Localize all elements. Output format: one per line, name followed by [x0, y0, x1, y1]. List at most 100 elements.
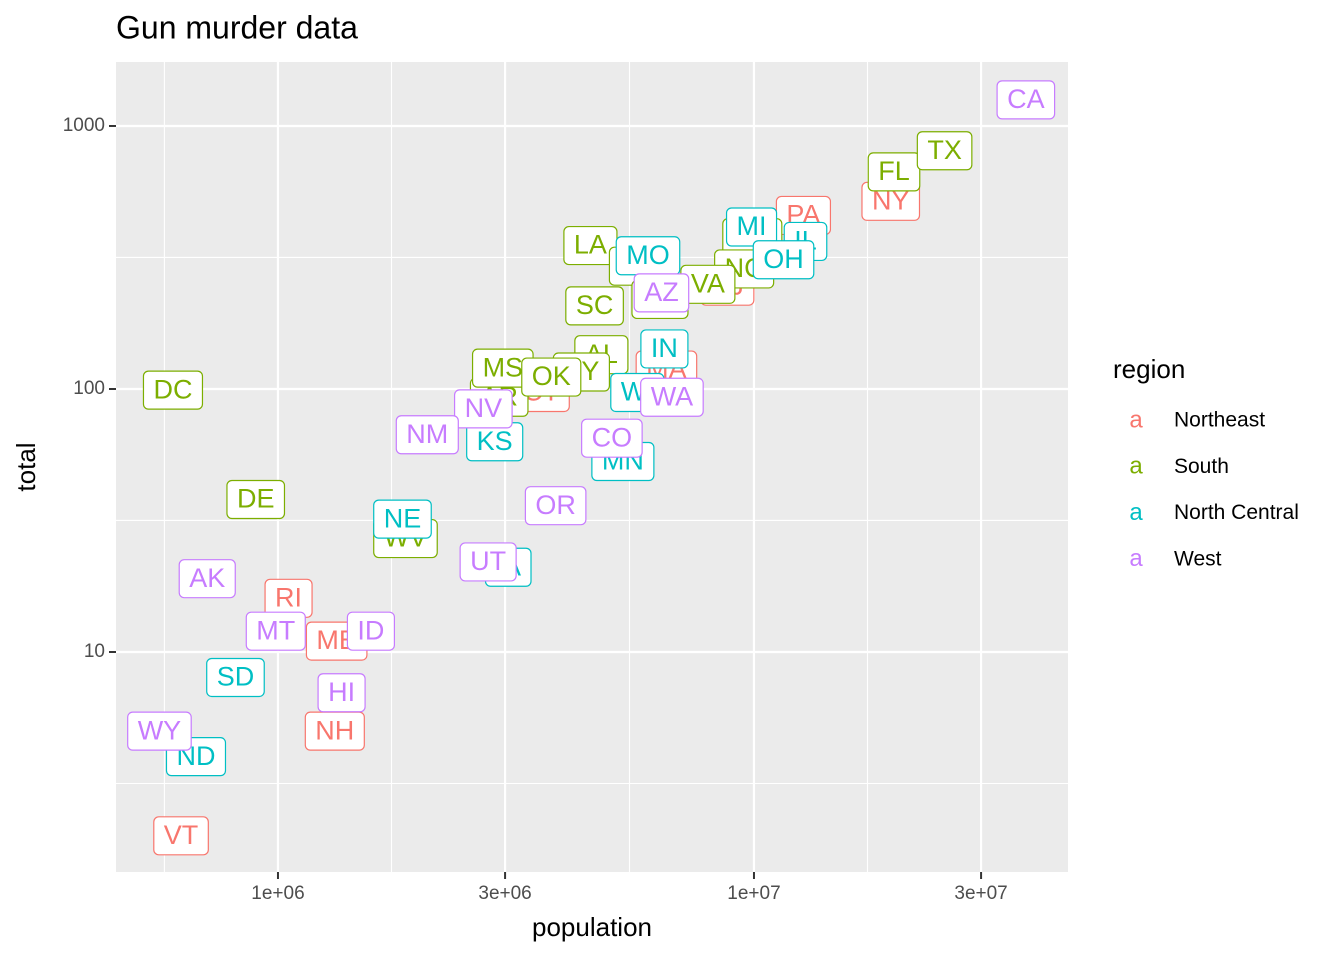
- point-label: NM: [395, 415, 459, 455]
- legend-label: South: [1174, 455, 1229, 478]
- point-label: SC: [565, 286, 624, 326]
- label-text: WY: [138, 715, 182, 745]
- point-label: OK: [521, 357, 582, 397]
- label-text: VT: [164, 820, 199, 850]
- point-label: WA: [640, 377, 704, 417]
- point-label: HI: [317, 673, 366, 713]
- label-text: TX: [927, 135, 962, 165]
- legend-label: Northeast: [1174, 409, 1265, 432]
- label-box: [453, 389, 513, 429]
- point-label: DC: [142, 370, 204, 410]
- point-label: VT: [153, 816, 209, 856]
- label-text: IN: [651, 333, 678, 363]
- x-tick-label: 3e+06: [478, 883, 531, 904]
- label-text: SC: [576, 290, 614, 320]
- label-text: NE: [384, 503, 422, 533]
- point-label: NH: [304, 711, 365, 751]
- label-box: [206, 657, 265, 698]
- label-text: DC: [153, 374, 192, 404]
- point-label: CA: [996, 80, 1056, 120]
- label-box: [521, 357, 582, 397]
- grid: [116, 62, 1068, 872]
- point-label: OR: [524, 486, 587, 526]
- point-label: LA: [563, 225, 618, 266]
- label-box: [867, 152, 921, 192]
- label-box: [245, 611, 306, 651]
- legend-label: North Central: [1174, 501, 1299, 524]
- chart-title: Gun murder data: [116, 9, 358, 45]
- legend-key: a: [1129, 453, 1143, 480]
- label-box: [459, 542, 517, 582]
- point-label: OH: [752, 240, 815, 280]
- point-label: AZ: [633, 273, 690, 313]
- point-label: FL: [867, 152, 921, 192]
- point-label: MI: [725, 207, 778, 247]
- label-box: [153, 816, 209, 856]
- point-label: CO: [581, 418, 643, 458]
- y-tick-label: 10: [84, 641, 105, 662]
- label-text: VA: [691, 268, 725, 298]
- x-axis-title: population: [532, 912, 652, 942]
- label-box: [916, 131, 973, 171]
- point-label: MT: [245, 611, 306, 651]
- point-label: IN: [640, 329, 689, 369]
- legend-title: region: [1113, 354, 1185, 384]
- y-tick-label: 1000: [63, 115, 105, 136]
- label-text: HI: [328, 677, 355, 707]
- label-box: [996, 80, 1056, 120]
- label-box: [752, 240, 815, 280]
- point-label: NV: [453, 389, 513, 429]
- label-box: [565, 286, 624, 326]
- label-box: [127, 711, 192, 751]
- label-box: [317, 673, 366, 713]
- point-label: MO: [615, 236, 681, 276]
- label-text: MT: [256, 615, 295, 645]
- label-text: AZ: [644, 277, 679, 307]
- label-box: [725, 207, 778, 247]
- label-box: [395, 415, 459, 455]
- point-label: SD: [206, 657, 265, 698]
- label-text: NV: [465, 393, 503, 423]
- point-label: TX: [916, 131, 973, 171]
- label-text: CO: [592, 422, 633, 452]
- label-text: WA: [651, 381, 694, 411]
- label-text: KS: [477, 426, 513, 456]
- x-tick-label: 1e+06: [251, 883, 304, 904]
- point-label: VA: [680, 264, 736, 304]
- point-label: UT: [459, 542, 517, 582]
- label-text: UT: [470, 546, 506, 576]
- x-tick-label: 1e+07: [727, 883, 780, 904]
- label-box: [633, 273, 690, 313]
- legend-key: a: [1129, 499, 1143, 526]
- point-label: DE: [226, 479, 286, 520]
- label-box: [524, 486, 587, 526]
- label-text: MI: [737, 211, 767, 241]
- label-text: MS: [483, 352, 524, 382]
- label-text: NH: [315, 715, 354, 745]
- point-label: MS: [471, 348, 534, 388]
- label-text: RI: [275, 582, 302, 612]
- label-box: [178, 559, 236, 599]
- label-box: [142, 370, 204, 410]
- x-tick-label: 3e+07: [954, 883, 1007, 904]
- label-text: CA: [1007, 84, 1045, 114]
- point-label: AK: [178, 559, 236, 599]
- label-box: [346, 611, 395, 651]
- label-box: [640, 377, 704, 417]
- label-text: DE: [237, 484, 275, 514]
- marks: CTMEMANHNJNYPARIVTALARDEDCFLGAKYLAMDMSNC…: [127, 80, 1056, 856]
- label-text: AK: [189, 563, 225, 593]
- label-text: OR: [535, 490, 576, 520]
- label-text: SD: [217, 662, 255, 692]
- label-text: NM: [406, 419, 448, 449]
- label-box: [640, 329, 689, 369]
- label-text: FL: [878, 156, 910, 186]
- label-box: [581, 418, 643, 458]
- label-box: [226, 479, 286, 520]
- y-tick-label: 100: [73, 378, 105, 399]
- legend-key: a: [1129, 406, 1143, 433]
- label-box: [373, 499, 432, 539]
- point-label: NE: [373, 499, 432, 539]
- point-label: WY: [127, 711, 192, 751]
